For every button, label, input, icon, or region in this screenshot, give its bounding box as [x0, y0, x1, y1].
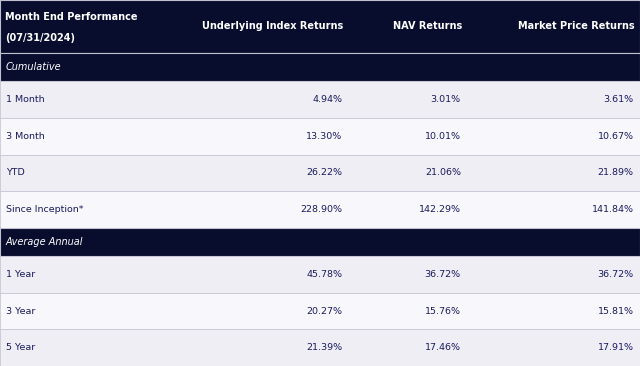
Text: NAV Returns: NAV Returns: [393, 22, 462, 31]
Text: 15.81%: 15.81%: [598, 307, 634, 315]
Text: 26.22%: 26.22%: [307, 168, 342, 178]
Bar: [0, 0, 640, 53]
Bar: [0, 154, 640, 191]
Text: 228.90%: 228.90%: [300, 205, 342, 214]
Text: 3.61%: 3.61%: [604, 95, 634, 104]
Text: 21.39%: 21.39%: [307, 343, 342, 352]
Text: 10.01%: 10.01%: [425, 132, 461, 141]
Text: 17.46%: 17.46%: [425, 343, 461, 352]
Text: Average Annual: Average Annual: [5, 237, 83, 247]
Text: 36.72%: 36.72%: [598, 270, 634, 279]
Text: 5 Year: 5 Year: [6, 343, 36, 352]
Text: 1 Month: 1 Month: [6, 95, 45, 104]
Text: (07/31/2024): (07/31/2024): [5, 33, 75, 43]
Text: 13.30%: 13.30%: [306, 132, 342, 141]
Text: 15.76%: 15.76%: [425, 307, 461, 315]
Text: 1 Year: 1 Year: [6, 270, 36, 279]
Text: Since Inception*: Since Inception*: [6, 205, 84, 214]
Text: 21.89%: 21.89%: [598, 168, 634, 178]
Text: 10.67%: 10.67%: [598, 132, 634, 141]
Text: 3.01%: 3.01%: [431, 95, 461, 104]
Text: Cumulative: Cumulative: [5, 62, 61, 72]
Bar: [0, 118, 640, 154]
Text: Market Price Returns: Market Price Returns: [518, 22, 635, 31]
Text: Month End Performance: Month End Performance: [5, 12, 138, 22]
Bar: [0, 81, 640, 118]
Text: 141.84%: 141.84%: [591, 205, 634, 214]
Text: 45.78%: 45.78%: [307, 270, 342, 279]
Text: 3 Month: 3 Month: [6, 132, 45, 141]
Text: YTD: YTD: [6, 168, 25, 178]
Text: 4.94%: 4.94%: [312, 95, 342, 104]
Text: 17.91%: 17.91%: [598, 343, 634, 352]
Bar: [0, 53, 640, 81]
Text: 20.27%: 20.27%: [307, 307, 342, 315]
Bar: [0, 228, 640, 256]
Bar: [0, 329, 640, 366]
Bar: [0, 191, 640, 228]
Text: 3 Year: 3 Year: [6, 307, 36, 315]
Text: Underlying Index Returns: Underlying Index Returns: [202, 22, 344, 31]
Bar: [0, 256, 640, 293]
Text: 142.29%: 142.29%: [419, 205, 461, 214]
Bar: [0, 293, 640, 329]
Text: 21.06%: 21.06%: [425, 168, 461, 178]
Text: 36.72%: 36.72%: [425, 270, 461, 279]
